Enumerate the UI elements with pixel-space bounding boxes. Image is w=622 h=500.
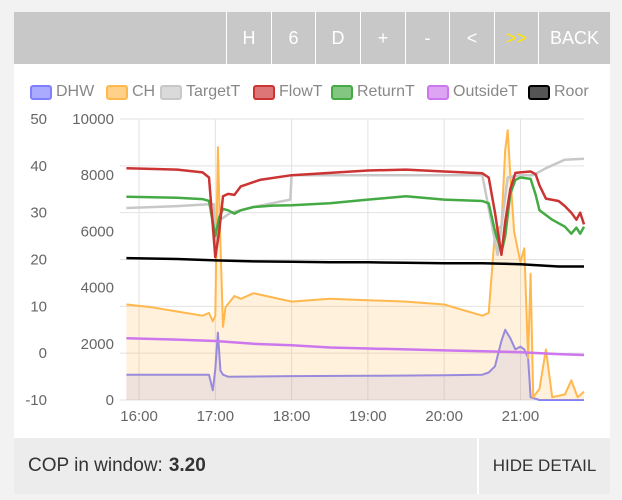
zoom-in-button[interactable]: + [360,12,405,64]
six-hours-button[interactable]: 6 [271,12,315,64]
legend-item-dhw[interactable]: DHW [30,80,94,104]
cop-readout: COP in window: 3.20 [28,438,206,494]
legend-label: ReturnT [357,83,415,100]
legend-swatch-roor [528,84,550,100]
pan-right-button[interactable]: >> [494,12,538,64]
legend-label: FlowT [279,83,323,100]
legend-swatch-returnt [331,84,353,100]
cop-value: 3.20 [168,455,206,476]
legend-item-targett[interactable]: TargetT [160,80,240,104]
legend-swatch-outsidet [427,84,449,100]
legend-label: CH [132,83,156,100]
legend-swatch-flowt [253,84,275,100]
legend-label: TargetT [186,83,241,100]
legend-item-flowt[interactable]: FlowT [253,80,323,104]
cop-label: COP in window: [28,455,163,476]
legend-label: DHW [56,83,95,100]
hide-detail-button[interactable]: HIDE DETAIL [477,438,610,494]
legend-swatch-targett [160,84,182,100]
legend-label: OutsideT [453,83,518,100]
time-range-toolbar: H 6 D + - < >> BACK [14,12,610,64]
chart-panel [14,64,610,439]
zoom-out-button[interactable]: - [405,12,449,64]
legend-swatch-ch [106,84,128,100]
day-button[interactable]: D [315,12,360,64]
legend-swatch-dhw [30,84,52,100]
footer-bar: COP in window: 3.20 HIDE DETAIL [14,438,610,494]
chart-legend: DHW CH TargetT FlowT ReturnT OutsideT Ro… [14,80,610,104]
legend-item-returnt[interactable]: ReturnT [331,80,415,104]
legend-item-roor[interactable]: Roor [528,80,589,104]
legend-label: Roor [554,83,589,100]
legend-item-outsidet[interactable]: OutsideT [427,80,518,104]
back-button[interactable]: BACK [538,12,610,64]
legend-item-ch[interactable]: CH [106,80,155,104]
pan-left-button[interactable]: < [449,12,494,64]
hours-button[interactable]: H [226,12,271,64]
